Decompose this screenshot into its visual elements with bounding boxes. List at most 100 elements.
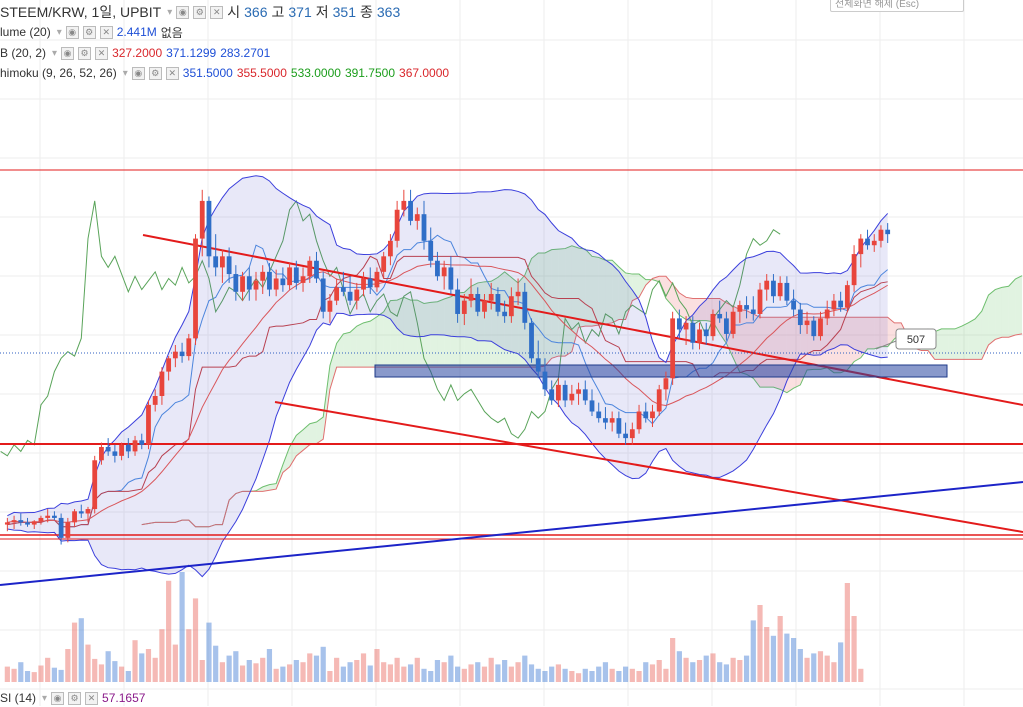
volume-legend: lume (20) ▾ ◉ ⚙ ✕ 2.441M 없음 xyxy=(0,23,187,41)
candle-body xyxy=(750,309,756,314)
cloud-segment xyxy=(739,309,747,375)
cloud-segment xyxy=(370,316,377,368)
volume-bar xyxy=(152,657,158,682)
candle-body xyxy=(414,214,420,221)
candle-body xyxy=(58,517,64,538)
eye-icon[interactable]: ◉ xyxy=(176,5,190,19)
symbol-legend: STEEM/KRW, 1일, UPBIT ▾ ◉ ⚙ ✕ 시 366 고 371… xyxy=(0,3,404,21)
volume-bar xyxy=(367,665,373,682)
volume-bar xyxy=(78,618,84,682)
close-icon[interactable]: ✕ xyxy=(210,5,224,19)
eye-icon[interactable]: ◉ xyxy=(131,66,145,80)
cloud-segment xyxy=(403,297,411,368)
ichimoku-caret-icon[interactable]: ▾ xyxy=(122,67,128,79)
candle-body xyxy=(703,329,709,337)
candle-body xyxy=(697,329,702,343)
volume-bar xyxy=(38,665,44,682)
volume-bar xyxy=(649,664,656,682)
cloud-segment xyxy=(1001,286,1009,338)
candle-body xyxy=(683,322,689,330)
ichimoku-lead1-value: 391.7500 xyxy=(344,66,396,80)
cloud-segment xyxy=(397,297,404,368)
volume-bar xyxy=(817,651,824,682)
candle-body xyxy=(650,411,655,419)
volume-bar xyxy=(125,671,131,682)
volume-bar xyxy=(374,649,380,682)
candle-body xyxy=(670,318,676,379)
candle-body xyxy=(764,280,770,290)
volume-bar xyxy=(616,671,622,682)
bb-legend: B (20, 2) ▾ ◉ ⚙ ✕ 327.2000 371.1299 283.… xyxy=(0,44,274,62)
volume-bar xyxy=(797,649,803,682)
cloud-segment xyxy=(880,317,888,347)
candle-body xyxy=(139,440,145,445)
cloud-segment xyxy=(303,423,310,451)
fullscreen-exit-hint[interactable]: 전체화면 해제 (Esc) xyxy=(830,0,964,12)
bb-upper-value: 371.1299 xyxy=(166,46,217,60)
candle-body xyxy=(246,276,252,290)
volume-bar xyxy=(105,651,111,682)
volume-bar xyxy=(354,660,360,682)
candle-body xyxy=(811,320,817,337)
candle-body xyxy=(226,256,232,275)
volume-bar xyxy=(858,668,864,682)
settings-icon[interactable]: ⚙ xyxy=(148,66,162,80)
symbol-caret-icon[interactable]: ▾ xyxy=(167,6,173,18)
candle-body xyxy=(31,521,37,525)
ichimoku-span-a xyxy=(141,245,1023,528)
candle-body xyxy=(569,393,575,401)
candle-body xyxy=(25,522,30,525)
cloud-segment xyxy=(605,260,613,324)
candle-body xyxy=(4,522,10,525)
volume-bar xyxy=(179,572,185,682)
volume-bar xyxy=(730,657,736,682)
eye-icon[interactable]: ◉ xyxy=(61,46,75,60)
volume-bar xyxy=(192,598,199,682)
ichimoku-conversion-line xyxy=(7,234,888,528)
candle-body xyxy=(273,278,279,290)
low-value: 351 xyxy=(332,4,356,20)
settings-icon[interactable]: ⚙ xyxy=(82,25,96,39)
settings-icon[interactable]: ⚙ xyxy=(68,691,82,705)
candle-body xyxy=(300,276,306,283)
volume-bar xyxy=(4,666,10,682)
close-icon[interactable]: ✕ xyxy=(85,691,99,705)
volume-caret-icon[interactable]: ▾ xyxy=(56,26,62,38)
candle-body xyxy=(784,282,790,301)
cloud-segment xyxy=(296,429,304,456)
candle-body xyxy=(562,384,568,401)
volume-bar xyxy=(703,655,709,682)
candle-body xyxy=(206,200,212,257)
volume-bar xyxy=(407,664,414,682)
cloud-segment xyxy=(356,322,364,368)
eye-icon[interactable]: ◉ xyxy=(65,25,79,39)
candle-body xyxy=(542,371,548,390)
candle-body xyxy=(844,285,850,308)
cloud-segment xyxy=(639,274,646,298)
settings-icon[interactable]: ⚙ xyxy=(193,5,207,19)
volume-bar xyxy=(851,616,857,682)
candle-body xyxy=(777,282,783,297)
eye-icon[interactable]: ◉ xyxy=(51,691,65,705)
volume-bar xyxy=(266,649,273,682)
open-label: 시 xyxy=(227,4,241,20)
cloud-segment xyxy=(336,333,344,368)
bb-upper-line xyxy=(7,175,889,517)
settings-icon[interactable]: ⚙ xyxy=(78,46,92,60)
candle-body xyxy=(757,289,763,314)
close-icon[interactable]: ✕ xyxy=(95,46,109,60)
candlesticks xyxy=(4,189,891,545)
bb-caret-icon[interactable]: ▾ xyxy=(52,47,58,59)
annotations: 507 xyxy=(875,328,937,350)
rsi-caret-icon[interactable]: ▾ xyxy=(42,692,48,704)
candle-body xyxy=(676,318,682,330)
close-icon[interactable]: ✕ xyxy=(99,25,113,39)
candle-body xyxy=(475,294,481,312)
cloud-segment xyxy=(592,256,599,327)
close-icon[interactable]: ✕ xyxy=(165,66,179,80)
candle-body xyxy=(186,338,192,357)
candle-body xyxy=(858,238,864,255)
candle-body xyxy=(549,389,555,401)
cloud-segment xyxy=(968,318,976,360)
